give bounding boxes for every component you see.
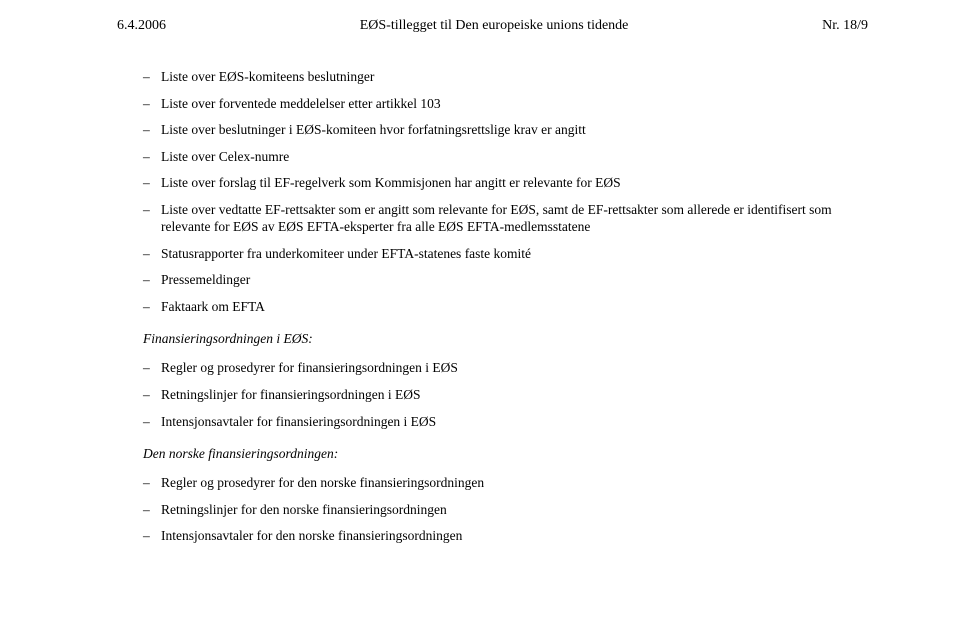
list-item: Intensjonsavtaler for finansieringsordni… bbox=[143, 413, 870, 431]
list-item: Liste over forventede meddelelser etter … bbox=[143, 95, 870, 113]
header-title: EØS-tillegget til Den europeiske unions … bbox=[360, 18, 629, 34]
section-heading-norsk: Den norske finansieringsordningen: bbox=[143, 446, 870, 462]
list-item: Regler og prosedyrer for finansieringsor… bbox=[143, 359, 870, 377]
list-item: Liste over beslutninger i EØS-komiteen h… bbox=[143, 121, 870, 139]
list-item: Regler og prosedyrer for den norske fina… bbox=[143, 474, 870, 492]
list-item: Liste over forslag til EF-regelverk som … bbox=[143, 174, 870, 192]
list-item: Liste over Celex-numre bbox=[143, 148, 870, 166]
list-item: Faktaark om EFTA bbox=[143, 298, 870, 316]
header-page-number: Nr. 18/9 bbox=[822, 18, 868, 34]
header-date: 6.4.2006 bbox=[117, 18, 166, 34]
list-item: Retningslinjer for finansieringsordninge… bbox=[143, 386, 870, 404]
list-item: Intensjonsavtaler for den norske finansi… bbox=[143, 527, 870, 545]
list-item: Pressemeldinger bbox=[143, 271, 870, 289]
norsk-list: Regler og prosedyrer for den norske fina… bbox=[115, 474, 870, 545]
page: 6.4.2006 EØS-tillegget til Den europeisk… bbox=[0, 0, 960, 545]
list-item: Liste over vedtatte EF-rettsakter som er… bbox=[143, 201, 870, 236]
list-item: Liste over EØS-komiteens beslutninger bbox=[143, 68, 870, 86]
page-header: 6.4.2006 EØS-tillegget til Den europeisk… bbox=[115, 18, 870, 34]
main-list: Liste over EØS-komiteens beslutninger Li… bbox=[115, 68, 870, 315]
list-item: Retningslinjer for den norske finansieri… bbox=[143, 501, 870, 519]
section-heading-eos: Finansieringsordningen i EØS: bbox=[143, 331, 870, 347]
list-item: Statusrapporter fra underkomiteer under … bbox=[143, 245, 870, 263]
eos-list: Regler og prosedyrer for finansieringsor… bbox=[115, 359, 870, 430]
